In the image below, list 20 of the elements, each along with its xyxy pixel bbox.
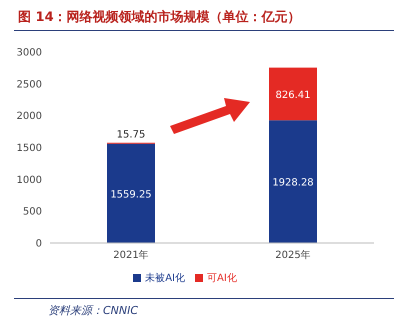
chart-title: 图 14：网络视频领域的市场规模（单位：亿元） xyxy=(18,8,301,26)
y-tick-label: 2000 xyxy=(16,111,42,122)
y-tick-label: 2500 xyxy=(16,79,42,90)
legend-label: 可AI化 xyxy=(207,273,237,284)
y-tick-label: 1000 xyxy=(16,174,42,186)
x-tick-label: 2025年 xyxy=(275,249,311,262)
bar xyxy=(107,144,155,243)
bar xyxy=(269,120,317,243)
bar xyxy=(269,68,317,120)
y-tick-label: 500 xyxy=(22,206,42,218)
legend-label: 未被AI化 xyxy=(145,273,185,284)
data-label: 15.75 xyxy=(116,130,146,141)
data-label: 1928.28 xyxy=(272,178,314,189)
y-tick-label: 1500 xyxy=(16,143,42,154)
x-tick-label: 2021年 xyxy=(113,249,149,262)
data-label: 1559.25 xyxy=(110,189,152,200)
text: 资料来源：CNNIC xyxy=(48,303,138,318)
y-tick-label: 0 xyxy=(36,238,42,250)
y-tick-label: 3000 xyxy=(16,48,42,59)
data-label: 826.41 xyxy=(276,90,310,101)
